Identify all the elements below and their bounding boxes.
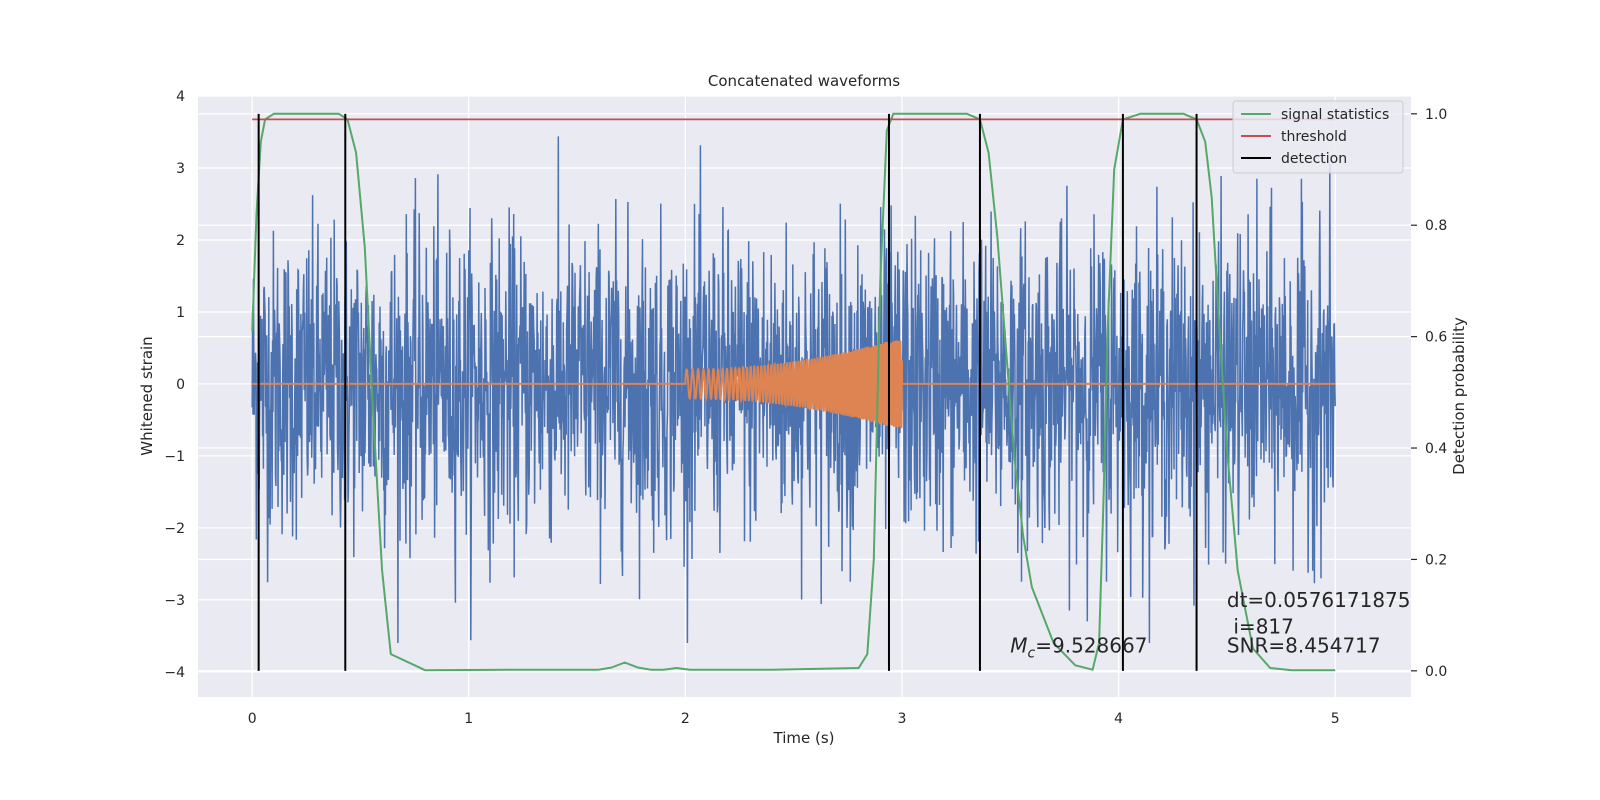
- x-axis-title: Time (s): [773, 729, 835, 747]
- y-right-tick-label: 0.2: [1425, 552, 1447, 568]
- x-tick-label: 3: [898, 711, 907, 727]
- x-tick-label: 0: [248, 711, 257, 727]
- template-series: [252, 340, 1336, 429]
- y-right-tick-label: 0.4: [1425, 441, 1447, 457]
- chart-title: Concatenated waveforms: [708, 72, 900, 90]
- annotation-snr: SNR=8.454717: [1227, 633, 1381, 657]
- annotation-value: =9.528667: [1035, 633, 1147, 657]
- annotation-symbol: M: [1010, 633, 1027, 657]
- y-tick-label: 0: [176, 377, 185, 393]
- y-right-tick-label: 0.0: [1425, 664, 1447, 680]
- annotation-subscript: c: [1028, 645, 1036, 661]
- y-right-axis-title: Detection probability: [1450, 317, 1468, 475]
- legend-label: detection: [1281, 151, 1347, 167]
- x-tick-label: 2: [681, 711, 690, 727]
- ticks-layer: 0 1 2 3 4 5 −4 −3 −2 −1 0 1 2 3 4 0.0 0.2 0.4 0.6 0.8 1.0: [164, 89, 1447, 727]
- y-tick-label: 1: [176, 305, 185, 321]
- x-tick-label: 1: [464, 711, 473, 727]
- y-axis-title: Whitened strain: [138, 336, 156, 455]
- y-tick-label: −2: [164, 521, 185, 537]
- x-tick-label: 4: [1114, 711, 1123, 727]
- y-tick-label: 4: [176, 89, 185, 105]
- y-right-tick-label: 0.8: [1425, 218, 1447, 234]
- y-tick-label: −4: [164, 665, 185, 681]
- annotation-idx: i=817: [1233, 615, 1294, 639]
- signal-statistics-series: [251, 112, 1336, 672]
- legend-label: threshold: [1281, 129, 1347, 145]
- x-tick-label: 5: [1331, 711, 1340, 727]
- series-layer: [251, 112, 1336, 672]
- y-right-tick-label: 0.6: [1425, 330, 1447, 346]
- legend-box: [1232, 100, 1404, 174]
- y-right-tick-label: 1.0: [1425, 107, 1447, 123]
- legend-label: signal statistics: [1281, 107, 1389, 123]
- y-tick-label: −3: [164, 593, 185, 609]
- annotation-dt: dt=0.0576171875: [1227, 588, 1411, 612]
- annotation-mc: Mc=9.528667: [1010, 633, 1147, 661]
- y-tick-label: −1: [164, 449, 185, 465]
- y-tick-label: 2: [176, 233, 185, 249]
- y-tick-label: 3: [176, 161, 185, 177]
- legend: signal statistics threshold detection: [1232, 100, 1404, 174]
